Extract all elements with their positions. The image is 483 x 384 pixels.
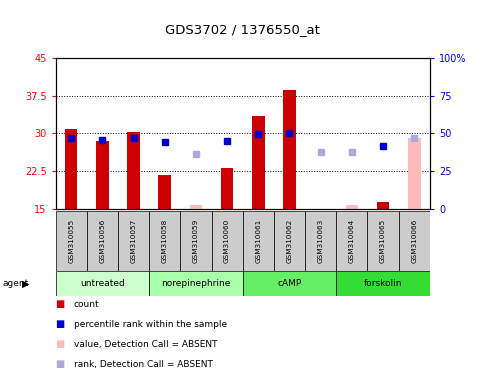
Text: GSM310062: GSM310062 [286, 219, 293, 263]
Bar [149, 271, 242, 296]
Bar [96, 141, 109, 209]
Bar [346, 205, 358, 209]
Text: GSM310056: GSM310056 [99, 219, 105, 263]
Text: rank, Detection Call = ABSENT: rank, Detection Call = ABSENT [74, 359, 213, 369]
Text: GSM310063: GSM310063 [318, 219, 324, 263]
Text: GSM310064: GSM310064 [349, 219, 355, 263]
Text: ■: ■ [56, 319, 65, 329]
Bar [336, 211, 368, 271]
Bar [377, 202, 389, 209]
Bar [180, 211, 212, 271]
Bar [283, 91, 296, 209]
Bar [212, 211, 242, 271]
Bar [190, 205, 202, 209]
Bar [221, 168, 233, 209]
Bar [87, 211, 118, 271]
Bar [408, 139, 421, 209]
Bar [368, 211, 398, 271]
Text: untreated: untreated [80, 280, 125, 288]
Text: GSM310060: GSM310060 [224, 219, 230, 263]
Text: ■: ■ [56, 339, 65, 349]
Text: value, Detection Call = ABSENT: value, Detection Call = ABSENT [74, 339, 217, 349]
Bar [242, 211, 274, 271]
Bar [118, 211, 149, 271]
Bar [336, 271, 430, 296]
Bar [305, 211, 336, 271]
Text: ■: ■ [56, 299, 65, 309]
Text: norepinephrine: norepinephrine [161, 280, 230, 288]
Bar [274, 211, 305, 271]
Text: agent: agent [2, 280, 28, 288]
Bar [242, 271, 336, 296]
Text: GSM310061: GSM310061 [256, 219, 261, 263]
Bar [65, 129, 77, 209]
Text: GSM310065: GSM310065 [380, 219, 386, 263]
Bar [252, 116, 265, 209]
Bar [56, 211, 87, 271]
Text: ▶: ▶ [22, 279, 29, 289]
Text: GDS3702 / 1376550_at: GDS3702 / 1376550_at [165, 23, 320, 36]
Text: GSM310055: GSM310055 [68, 219, 74, 263]
Text: forskolin: forskolin [364, 280, 402, 288]
Bar [56, 271, 149, 296]
Bar [149, 211, 180, 271]
Text: ■: ■ [56, 359, 65, 369]
Text: GSM310058: GSM310058 [162, 219, 168, 263]
Bar [158, 175, 171, 209]
Bar [128, 132, 140, 209]
Text: cAMP: cAMP [277, 280, 301, 288]
Text: GSM310057: GSM310057 [130, 219, 137, 263]
Text: count: count [74, 300, 99, 309]
Bar [398, 211, 430, 271]
Text: GSM310059: GSM310059 [193, 219, 199, 263]
Text: percentile rank within the sample: percentile rank within the sample [74, 319, 227, 329]
Text: GSM310066: GSM310066 [411, 219, 417, 263]
